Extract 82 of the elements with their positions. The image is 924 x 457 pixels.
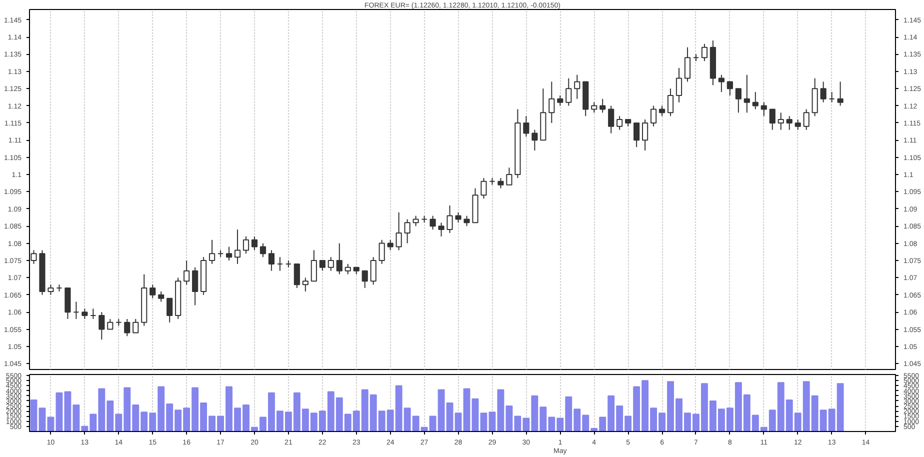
candlestick bbox=[268, 250, 275, 272]
candlestick bbox=[208, 239, 216, 264]
candlestick bbox=[378, 239, 385, 264]
bar bbox=[38, 408, 46, 432]
candlestick bbox=[396, 212, 402, 251]
candlestick bbox=[362, 270, 368, 289]
candlestick bbox=[557, 94, 564, 106]
candlestick bbox=[132, 318, 139, 334]
candlestick bbox=[82, 308, 88, 320]
candlestick bbox=[166, 298, 173, 323]
candlestick bbox=[192, 266, 198, 306]
candlestick bbox=[319, 260, 326, 272]
bar bbox=[30, 399, 38, 432]
candlestick bbox=[455, 212, 462, 224]
candlestick bbox=[251, 236, 258, 251]
candlestick bbox=[794, 119, 801, 130]
candlestick bbox=[506, 167, 512, 186]
bar bbox=[446, 402, 454, 432]
candlestick bbox=[778, 112, 784, 130]
candlestick bbox=[820, 81, 826, 103]
candlestick bbox=[726, 81, 733, 96]
candlestick bbox=[701, 43, 708, 62]
candlestick bbox=[158, 290, 164, 302]
candlestick bbox=[760, 102, 767, 117]
candlestick bbox=[184, 260, 190, 286]
candlestick bbox=[752, 92, 758, 110]
candlestick bbox=[107, 318, 114, 330]
candlestick bbox=[566, 78, 572, 106]
candlestick bbox=[226, 246, 232, 262]
candlestick bbox=[684, 46, 691, 82]
candlestick bbox=[242, 236, 250, 254]
candlestick bbox=[276, 256, 284, 272]
candlestick bbox=[412, 215, 419, 227]
candlestick bbox=[438, 222, 444, 237]
candlestick bbox=[387, 239, 394, 251]
candlestick bbox=[650, 105, 657, 127]
candlestick bbox=[676, 67, 682, 103]
candlestick bbox=[735, 88, 742, 114]
candlestick bbox=[642, 119, 648, 151]
candlestick bbox=[446, 204, 453, 234]
candlestick bbox=[90, 308, 96, 320]
candlestick bbox=[344, 263, 351, 275]
candlestick bbox=[498, 177, 504, 189]
candlestick bbox=[608, 105, 614, 134]
bar bbox=[454, 412, 462, 432]
candlestick bbox=[336, 242, 342, 275]
candlestick bbox=[464, 215, 470, 227]
candlestick bbox=[98, 312, 105, 340]
candlestick bbox=[30, 250, 37, 264]
candlestick bbox=[634, 122, 640, 148]
candlestick bbox=[769, 108, 776, 130]
candlestick bbox=[150, 284, 156, 299]
candlestick bbox=[658, 105, 666, 117]
candlestick bbox=[294, 263, 300, 289]
candlestick bbox=[574, 74, 580, 100]
candlestick bbox=[837, 81, 844, 106]
candlestick bbox=[73, 301, 80, 320]
candlestick bbox=[480, 177, 487, 200]
candlestick bbox=[48, 284, 54, 296]
candlestick bbox=[667, 88, 674, 117]
candlestick bbox=[302, 277, 308, 292]
candlestick bbox=[532, 129, 538, 151]
candlestick bbox=[548, 81, 555, 124]
candlestick bbox=[600, 98, 606, 114]
candlestick bbox=[124, 318, 130, 337]
bar bbox=[463, 388, 470, 432]
candlestick bbox=[786, 116, 792, 130]
candlestick bbox=[616, 116, 623, 130]
candlestick bbox=[803, 108, 810, 130]
candlestick bbox=[523, 116, 530, 138]
candlestick bbox=[744, 74, 750, 114]
candlestick bbox=[404, 218, 410, 244]
candlestick bbox=[370, 256, 376, 286]
candlestick bbox=[718, 74, 724, 93]
candlestick bbox=[430, 215, 436, 230]
candlestick bbox=[328, 256, 334, 272]
candlestick bbox=[234, 229, 241, 264]
candlestick bbox=[591, 102, 598, 114]
candlestick bbox=[260, 242, 266, 258]
bar bbox=[472, 398, 479, 432]
candlestick bbox=[310, 250, 317, 282]
candlestick bbox=[828, 92, 835, 103]
